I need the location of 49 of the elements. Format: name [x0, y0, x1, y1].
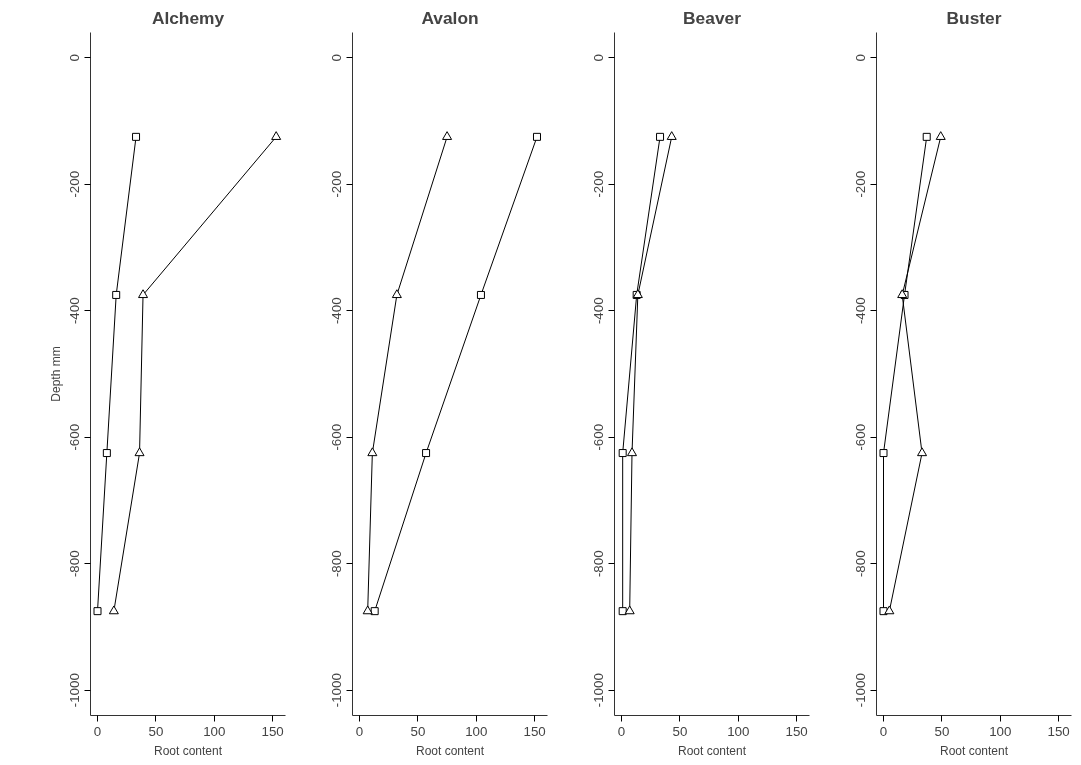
- y-tick-label: -1000: [591, 673, 607, 708]
- y-tick-label: -800: [853, 550, 869, 578]
- x-tick-label: 150: [785, 723, 808, 739]
- y-tick-label: -400: [591, 297, 607, 325]
- x-tick-label: 50: [410, 723, 426, 739]
- y-tick-label: -600: [67, 423, 83, 451]
- chart-title: Alchemy: [151, 7, 225, 28]
- y-tick-label: -200: [591, 170, 607, 198]
- y-tick-label: -600: [329, 423, 345, 451]
- x-tick-label: 50: [148, 723, 164, 739]
- x-tick-label: 100: [203, 723, 226, 739]
- x-tick-label: 50: [934, 723, 950, 739]
- y-tick-label: -1000: [67, 673, 83, 708]
- y-tick-label: -800: [329, 550, 345, 578]
- x-tick-label: 100: [465, 723, 488, 739]
- y-tick-label: -600: [853, 423, 869, 451]
- y-tick-label: -800: [591, 550, 607, 578]
- y-tick-label: -1000: [853, 673, 869, 708]
- y-tick-label: -400: [853, 297, 869, 325]
- x-axis-title: Root content: [153, 743, 223, 758]
- y-tick-label: -800: [67, 550, 83, 578]
- y-tick-label: -400: [329, 297, 345, 325]
- y-tick-label: 0: [591, 54, 607, 62]
- x-axis-title: Root content: [939, 743, 1009, 758]
- chart-title: Beaver: [683, 7, 742, 28]
- y-tick-label: 0: [67, 54, 83, 62]
- y-tick-label: -600: [591, 423, 607, 451]
- x-tick-label: 0: [617, 723, 626, 739]
- x-tick-label: 0: [355, 723, 364, 739]
- y-tick-label: -200: [67, 170, 83, 198]
- y-tick-label: -1000: [329, 673, 345, 708]
- x-tick-label: 150: [261, 723, 284, 739]
- x-tick-label: 50: [672, 723, 688, 739]
- x-axis-title: Root content: [415, 743, 485, 758]
- x-tick-label: 0: [879, 723, 888, 739]
- y-tick-label: 0: [853, 54, 869, 62]
- x-tick-label: 150: [1047, 723, 1070, 739]
- x-tick-label: 100: [727, 723, 750, 739]
- x-tick-label: 0: [93, 723, 102, 739]
- x-axis-title: Root content: [677, 743, 747, 758]
- x-tick-label: 100: [989, 723, 1012, 739]
- chart-title: Avalon: [421, 7, 479, 28]
- y-tick-label: -200: [329, 170, 345, 198]
- y-tick-label: 0: [329, 54, 345, 62]
- y-tick-label: -200: [853, 170, 869, 198]
- x-tick-label: 150: [523, 723, 546, 739]
- chart-title: Buster: [946, 7, 1002, 28]
- y-tick-label: -400: [67, 297, 83, 325]
- y-axis-title: Depth mm: [48, 346, 63, 402]
